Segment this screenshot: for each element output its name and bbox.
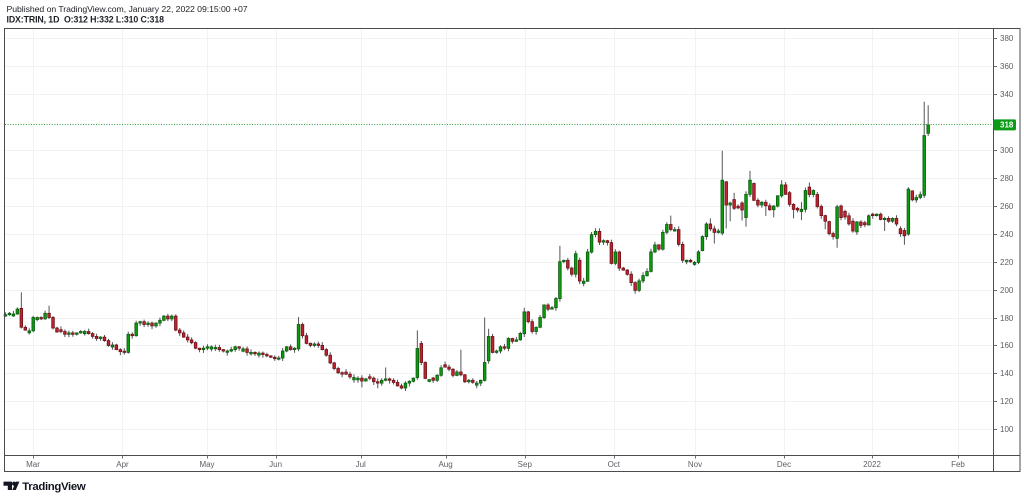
svg-text:200: 200 xyxy=(1000,286,1014,295)
svg-text:220: 220 xyxy=(1000,258,1014,267)
svg-text:Apr: Apr xyxy=(116,460,129,469)
svg-text:360: 360 xyxy=(1000,62,1014,71)
svg-text:318: 318 xyxy=(1000,121,1014,130)
svg-text:Jun: Jun xyxy=(269,460,282,469)
svg-text:Aug: Aug xyxy=(438,460,452,469)
svg-text:Mar: Mar xyxy=(26,460,40,469)
svg-text:120: 120 xyxy=(1000,397,1014,406)
svg-text:140: 140 xyxy=(1000,369,1014,378)
svg-text:100: 100 xyxy=(1000,425,1014,434)
svg-text:260: 260 xyxy=(1000,202,1014,211)
svg-text:IDX:TRIN, 1D O:312 H:332 L:31: IDX:TRIN, 1D O:312 H:332 L:310 C:318 xyxy=(7,15,165,25)
svg-text:340: 340 xyxy=(1000,90,1014,99)
svg-text:Jul: Jul xyxy=(356,460,366,469)
svg-text:240: 240 xyxy=(1000,230,1014,239)
svg-text:280: 280 xyxy=(1000,174,1014,183)
svg-text:160: 160 xyxy=(1000,341,1014,350)
svg-text:Sep: Sep xyxy=(518,460,533,469)
svg-text:May: May xyxy=(199,460,214,469)
svg-text:300: 300 xyxy=(1000,146,1014,155)
svg-text:Oct: Oct xyxy=(608,460,621,469)
svg-text:380: 380 xyxy=(1000,34,1014,43)
svg-text:Published on TradingView.com,: Published on TradingView.com, January 22… xyxy=(7,4,248,14)
svg-text:Dec: Dec xyxy=(777,460,791,469)
svg-text:Nov: Nov xyxy=(688,460,702,469)
svg-text:180: 180 xyxy=(1000,314,1014,323)
svg-text:TradingView: TradingView xyxy=(22,481,86,493)
svg-text:2022: 2022 xyxy=(863,460,881,469)
svg-text:Feb: Feb xyxy=(951,460,965,469)
